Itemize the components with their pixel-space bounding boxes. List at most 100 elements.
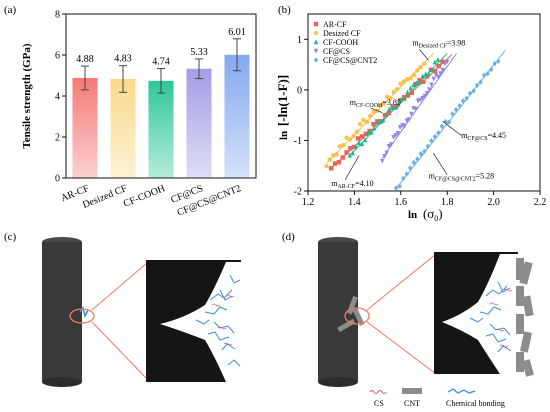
point-0-3 <box>340 155 345 160</box>
x-tick-label-1: 1.4 <box>348 197 361 208</box>
point-2-9 <box>374 119 380 125</box>
point-0-28 <box>436 63 441 69</box>
point-1-13 <box>368 113 373 119</box>
point-2-29 <box>435 56 441 62</box>
bond-key-swatch <box>447 388 476 394</box>
point-4-6 <box>415 156 420 162</box>
annotation-4: mCF@CS@CNT2=5.28 <box>429 171 494 182</box>
point-3-12 <box>406 117 412 123</box>
value-label-2: 4.74 <box>152 57 170 68</box>
point-2-0 <box>347 152 352 158</box>
point-3-8 <box>397 125 403 131</box>
point-1-16 <box>378 103 383 109</box>
zoom-line-top-c <box>91 261 149 311</box>
point-1-14 <box>371 109 376 115</box>
point-2-14 <box>390 104 395 110</box>
point-2-20 <box>408 85 413 91</box>
point-3-10 <box>402 123 407 129</box>
point-1-24 <box>405 77 410 82</box>
error-bar-group <box>81 38 241 94</box>
bond-key-label: Chemical bonding <box>446 399 505 408</box>
value-label-3: 5.33 <box>190 47 208 58</box>
point-2-18 <box>402 95 407 101</box>
point-4-15 <box>446 119 452 125</box>
bar-group <box>72 54 250 178</box>
point-0-8 <box>359 134 365 139</box>
point-0-27 <box>432 68 438 74</box>
point-3-2 <box>384 150 389 156</box>
panel-label-d: (d) <box>282 231 295 243</box>
point-3-6 <box>393 133 398 139</box>
zoom-line-bottom-d <box>366 321 437 375</box>
fiber-bottom-d <box>318 377 358 387</box>
point-2-28 <box>432 59 438 65</box>
point-1-7 <box>347 137 353 142</box>
point-1-25 <box>408 76 413 81</box>
point-0-25 <box>425 74 430 79</box>
cs-key-label: CS <box>374 399 384 408</box>
point-0-0 <box>329 166 334 171</box>
x-tick-label-5: 2.2 <box>534 197 547 208</box>
point-3-5 <box>391 134 396 140</box>
point-3-15 <box>413 106 419 112</box>
bar-0 <box>72 77 98 178</box>
point-1-19 <box>388 96 393 101</box>
point-4-0 <box>393 185 399 191</box>
point-3-26 <box>438 71 443 77</box>
annotation-2: mCF@CS=4.45 <box>461 131 506 142</box>
point-2-12 <box>384 111 389 117</box>
point-3-18 <box>420 95 425 101</box>
point-1-29 <box>421 61 427 66</box>
legend-label-3: CF@CS <box>323 47 350 56</box>
value-label-1: 4.83 <box>114 54 132 65</box>
point-1-3 <box>334 152 339 157</box>
point-1-26 <box>411 72 417 78</box>
point-1-18 <box>384 94 390 100</box>
point-3-3 <box>386 144 392 149</box>
point-4-9 <box>425 143 431 149</box>
point-4-19 <box>460 98 466 104</box>
annotation-leader-4 <box>432 152 448 176</box>
point-3-25 <box>436 74 441 80</box>
point-0-21 <box>409 90 415 96</box>
point-2-3 <box>356 140 362 145</box>
x-tick-label-2: CF-COOH <box>122 183 167 210</box>
point-3-28 <box>442 61 448 67</box>
x-tick-label-0: 1.2 <box>302 197 315 208</box>
fiber-bottom-c <box>42 377 82 387</box>
point-3-7 <box>395 131 401 136</box>
value-label-group: 4.88 4.83 4.74 5.33 6.01 <box>76 27 246 68</box>
point-4-18 <box>457 103 462 109</box>
legend-label-4: CF@CS@CNT2 <box>323 56 377 65</box>
cs-network-c <box>195 274 241 367</box>
point-2-27 <box>429 67 435 73</box>
point-4-16 <box>450 111 455 117</box>
point-4-21 <box>467 90 473 96</box>
point-0-24 <box>421 79 426 85</box>
annotation-1: mCF-COOH=3.85 <box>350 98 401 109</box>
bonding-mark-c <box>79 306 89 319</box>
point-1-4 <box>337 144 343 149</box>
point-2-15 <box>393 104 398 110</box>
y-tick-label-3: 1 <box>297 35 302 46</box>
legend-marker-3 <box>313 48 319 54</box>
bar-chart-tensile: 4.88 4.83 4.74 5.33 6.01 0 2 4 6 8 AR-CFDesized … <box>21 10 257 219</box>
point-0-11 <box>371 122 376 127</box>
legend-marker-4 <box>313 57 319 63</box>
point-3-20 <box>424 90 430 96</box>
point-1-9 <box>354 129 359 135</box>
point-2-13 <box>387 106 392 112</box>
point-4-1 <box>397 183 402 189</box>
x-tick-label-3: 1.8 <box>441 197 454 208</box>
schematic-d <box>318 237 534 387</box>
fit-line-3 <box>381 53 457 159</box>
bar-1 <box>110 78 136 178</box>
x-tick-label-1: Desized CF <box>81 183 129 211</box>
point-0-15 <box>386 110 391 116</box>
point-4-12 <box>436 130 441 136</box>
point-3-22 <box>429 82 434 88</box>
point-0-10 <box>367 128 372 134</box>
point-0-6 <box>352 144 357 150</box>
bar-3 <box>186 68 212 178</box>
